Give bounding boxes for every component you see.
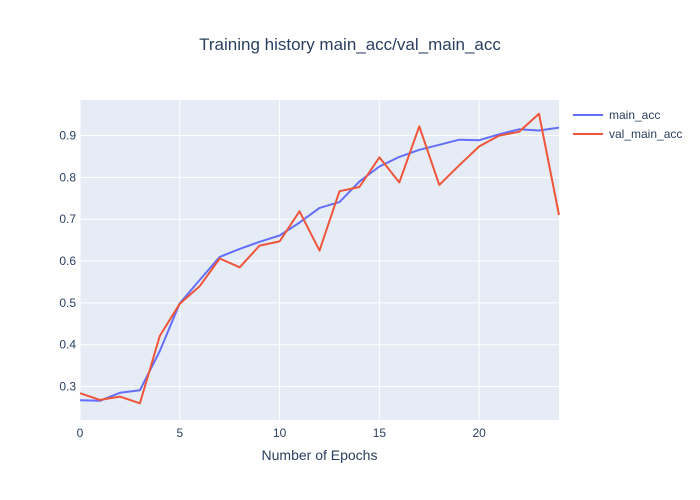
y-axis-ticks: 0.3 0.4 0.5 0.6 0.7 0.8 0.9 <box>59 129 76 394</box>
x-tick-label-3: 15 <box>373 426 387 440</box>
y-tick-label-0: 0.3 <box>59 380 76 394</box>
series-lines <box>79 112 560 405</box>
legend: main_acc val_main_acc <box>573 108 682 141</box>
x-tick-label-0: 0 <box>77 426 84 440</box>
y-tick-label-4: 0.7 <box>59 212 76 226</box>
series-line-val_main_acc <box>79 112 560 405</box>
x-tick-label-2: 10 <box>273 426 287 440</box>
chart-title: Training history main_acc/val_main_acc <box>199 35 501 54</box>
y-tick-label-6: 0.9 <box>59 129 76 143</box>
y-tick-label-2: 0.5 <box>59 296 76 310</box>
series-line-main_acc <box>79 126 560 402</box>
x-axis-label: Number of Epochs <box>262 447 378 463</box>
y-tick-label-1: 0.4 <box>59 338 76 352</box>
x-axis-ticks: 0 5 10 15 20 <box>77 426 487 440</box>
x-tick-label-1: 5 <box>176 426 183 440</box>
plot-background <box>80 100 559 420</box>
y-tick-label-3: 0.6 <box>59 254 76 268</box>
y-tick-label-5: 0.8 <box>59 170 76 184</box>
legend-label-main_acc: main_acc <box>609 108 660 122</box>
grid <box>79 100 559 420</box>
legend-label-val_main_acc: val_main_acc <box>609 127 682 141</box>
x-tick-label-4: 20 <box>472 426 486 440</box>
